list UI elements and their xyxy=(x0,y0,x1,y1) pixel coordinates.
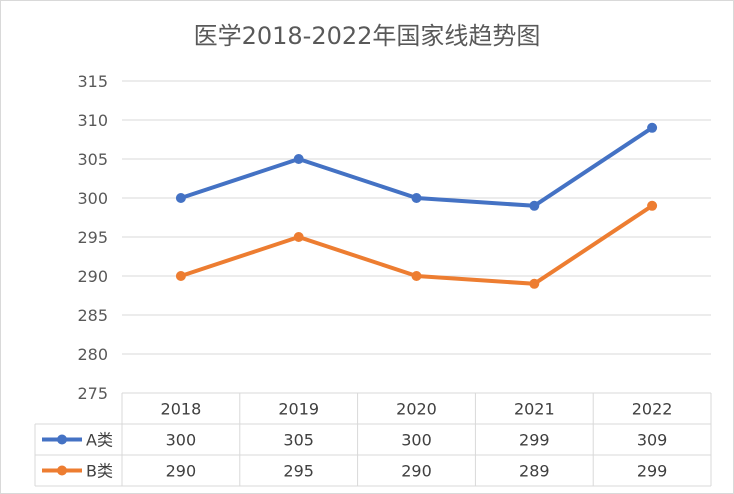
data-table: 2018 2019 2020 2021 2022 A类 300 305 300 299 309 B类 2… xyxy=(34,392,712,487)
data-point xyxy=(293,232,304,242)
table-value: 295 xyxy=(283,462,314,481)
y-tick-label: 275 xyxy=(77,384,108,403)
legend-label: A类 xyxy=(86,431,113,450)
legend-marker xyxy=(57,465,67,476)
table-value: 305 xyxy=(283,431,314,450)
table-value: 300 xyxy=(166,431,197,450)
y-tick-label: 280 xyxy=(77,345,108,364)
legend-marker xyxy=(57,434,67,445)
y-tick-label: 285 xyxy=(77,306,108,325)
category-label: 2019 xyxy=(278,400,319,419)
table-value: 299 xyxy=(637,462,668,481)
legend-label: B类 xyxy=(86,462,113,481)
data-point xyxy=(411,193,422,203)
y-axis-ticks: 275 280 285 290 295 300 305 310 315 xyxy=(77,72,108,403)
y-tick-label: 315 xyxy=(77,72,108,91)
y-tick-label: 295 xyxy=(77,228,108,247)
data-point xyxy=(411,271,422,281)
data-point xyxy=(175,193,186,203)
category-label: 2018 xyxy=(161,400,202,419)
table-value: 300 xyxy=(401,431,432,450)
table-value: 299 xyxy=(519,431,550,450)
category-label: 2022 xyxy=(632,400,673,419)
y-tick-label: 300 xyxy=(77,189,108,208)
data-point xyxy=(175,271,186,281)
data-point xyxy=(529,200,540,211)
y-tick-label: 305 xyxy=(77,150,108,169)
series-lines xyxy=(175,122,658,289)
gridlines xyxy=(122,80,711,394)
data-point xyxy=(293,154,304,164)
table-value: 309 xyxy=(637,431,668,450)
y-tick-label: 310 xyxy=(77,111,108,130)
table-value: 290 xyxy=(401,462,432,481)
data-point xyxy=(529,278,540,289)
chart-title: 医学2018-2022年国家线趋势图 xyxy=(193,22,541,50)
data-point xyxy=(647,122,658,133)
data-point xyxy=(647,200,658,211)
table-value: 290 xyxy=(166,462,197,481)
category-label: 2020 xyxy=(396,400,437,419)
y-tick-label: 290 xyxy=(77,267,108,286)
category-label: 2021 xyxy=(514,400,555,419)
table-value: 289 xyxy=(519,462,550,481)
